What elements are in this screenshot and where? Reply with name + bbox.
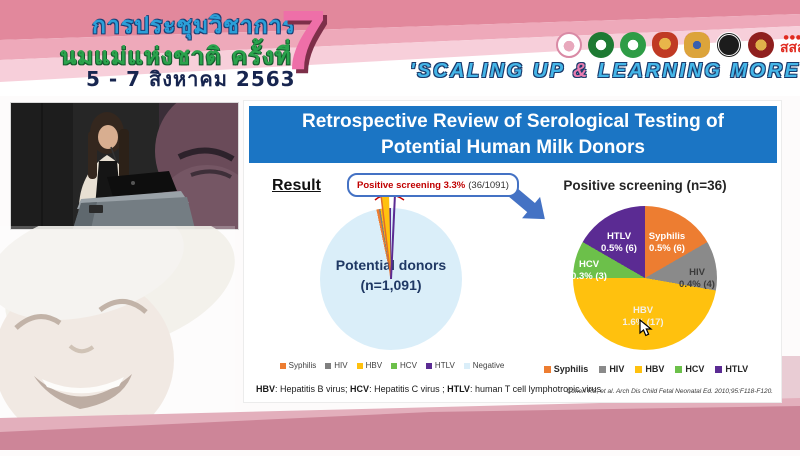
abbreviation-footnote: HBV: Hepatitis B virus; HCV: Hepatitis C… [256,384,602,394]
result-heading: Result [272,177,321,194]
presenter-video-scene [11,89,271,249]
citation-text: Cohen RS, et al. Arch Dis Child Fetal Ne… [566,388,773,395]
right-pie-title: Positive screening (n=36) [563,178,727,193]
laptop [107,171,177,197]
thai-health-sss-logo: ●●●สสส [780,34,800,56]
legend-item: HCV [675,364,704,374]
legend-item: HBV [356,361,382,370]
slice-label-hcv: HCV 0.3% (3) [571,259,607,283]
royal-college-crest-logo [684,32,710,58]
tagline-close: LEARNING MORE' [589,60,800,82]
conference-banner: การประชุมวิชาการ นมแม่แห่งชาติ ครั้งที่ … [0,0,800,96]
baby-eye-left [14,314,62,330]
legend-item: Negative [463,361,504,370]
blue-arrow-icon [507,187,545,220]
tagline-ampersand: & [572,60,590,82]
callout-detail: (36/1091) [468,179,509,191]
sponsor-logo-row: ●●●สสส [556,27,800,63]
ministry-crest-logo [652,32,678,58]
bottom-pink-band [0,390,800,450]
positive-sliver-wedge [374,193,405,280]
presenter-video [10,89,271,249]
legend-swatch [463,362,470,369]
conference-tagline: 'SCALING UP & LEARNING MORE' [410,60,800,83]
baby-nose [68,344,95,354]
legend-swatch [356,362,363,369]
banner-title-thai: การประชุมวิชาการ [92,13,296,39]
banner-subtitle-thai: นมแม่แห่งชาติ ครั้งที่ [60,42,292,70]
left-pie-legend: Syphilis HIV HBV HCV HTLV Negative [279,361,504,370]
legend-swatch [675,365,683,373]
baby-mouth [34,374,132,409]
legend-swatch [391,362,398,369]
legend-swatch [715,365,723,373]
red-institute-seal-logo [748,32,774,58]
legend-item: Syphilis [279,361,316,370]
legend-swatch [599,365,607,373]
legend-swatch [279,362,286,369]
edition-number: 7 [280,0,327,87]
baby-eye-right [98,299,148,314]
pediatric-society-seal-logo [716,32,742,58]
right-pie-legend: Syphilis HIV HBV HCV HTLV [540,364,752,374]
slide-title: Retrospective Review of Serological Test… [249,106,777,163]
tagline-open: 'SCALING UP [410,60,573,82]
podium [73,191,195,229]
callout-highlight: Positive screening 3.3% [357,179,466,191]
mouse-cursor-icon [639,319,653,337]
banner-date-thai: 5 - 7 สิงหาคม 2563 [86,67,296,91]
slice-label-htlv: HTLV 0.5% (6) [601,231,637,255]
legend-item: HCV [391,361,417,370]
legend-item: HBV [635,364,664,374]
presentation-slide: Retrospective Review of Serological Test… [243,100,782,403]
health-department-logo [620,32,646,58]
legend-item: HTLV [715,364,748,374]
positive-screening-callout: Positive screening 3.3% (36/1091) [347,173,519,197]
medical-association-logo [588,32,614,58]
mother-child-foundation-logo [556,32,582,58]
baby-teeth [42,377,124,394]
sss-dots-icon: ●●● [783,34,800,41]
legend-item: HTLV [425,361,455,370]
legend-item: HIV [599,364,624,374]
slice-label-hiv: HIV 0.4% (4) [679,267,715,291]
legend-swatch [325,362,332,369]
legend-swatch [635,365,643,373]
pink-side-strip [782,356,800,408]
slice-label-syphilis: Syphilis 0.5% (6) [648,231,686,255]
legend-item: Syphilis [543,364,588,374]
legend-item: HIV [325,361,348,370]
legend-swatch [543,365,551,373]
legend-swatch [425,362,432,369]
